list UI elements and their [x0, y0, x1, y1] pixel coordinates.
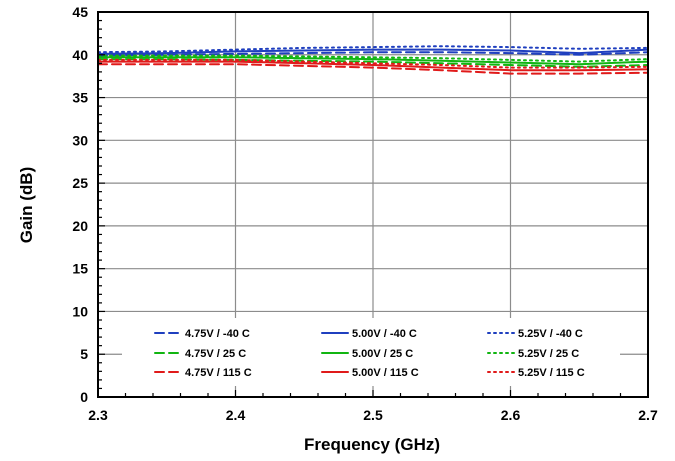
- series-line-7: [97, 63, 649, 75]
- series-line-1: [97, 51, 649, 57]
- legend-background: [122, 318, 620, 386]
- x-tick-label: 2.5: [363, 407, 383, 423]
- y-tick-label: 10: [72, 303, 88, 319]
- series-line-9: [97, 58, 649, 69]
- series-lines: [97, 45, 649, 75]
- series-line-8: [97, 60, 649, 72]
- tick-labels: 2.3 2.4 2.5 2.6 2.7 0 5 10 15 20 25 30 35 40 45: [72, 4, 658, 423]
- legend-label: 4.75V / -40 C: [185, 328, 250, 340]
- x-tick-label: 2.6: [501, 407, 521, 423]
- series-line-5: [97, 56, 649, 66]
- y-tick-label: 15: [72, 261, 88, 277]
- legend-label: 4.75V / 25 C: [185, 348, 246, 360]
- legend: 4.75V / -40 C 4.75V / 25 C 4.75V / 115 C 5.…: [154, 328, 585, 379]
- x-tick-label: 2.4: [226, 407, 246, 423]
- y-tick-label: 45: [72, 4, 88, 20]
- legend-label: 4.75V / 115 C: [185, 367, 252, 379]
- series-line-3: [97, 45, 649, 54]
- y-tick-label: 35: [72, 90, 88, 106]
- y-tick-label: 5: [80, 346, 88, 362]
- y-tick-label: 30: [72, 132, 88, 148]
- x-axis-title: Frequency (GHz): [304, 435, 440, 454]
- legend-label: 5.25V / 115 C: [518, 367, 585, 379]
- legend-label: 5.00V / 115 C: [352, 367, 419, 379]
- legend-label: 5.25V / 25 C: [518, 348, 579, 360]
- legend-label: 5.25V / -40 C: [518, 328, 583, 340]
- x-tick-label: 2.3: [88, 407, 108, 423]
- x-tick-label: 2.7: [638, 407, 658, 423]
- series-line-2: [97, 48, 649, 55]
- series-line-6: [97, 54, 649, 63]
- y-tick-label: 25: [72, 175, 88, 191]
- y-tick-label: 40: [72, 47, 88, 63]
- legend-label: 5.00V / 25 C: [352, 348, 413, 360]
- legend-label: 5.00V / -40 C: [352, 328, 417, 340]
- y-tick-label: 20: [72, 218, 88, 234]
- y-axis-title: Gain (dB): [17, 167, 36, 244]
- y-tick-label: 0: [80, 389, 88, 405]
- axis-ticks: [97, 11, 649, 398]
